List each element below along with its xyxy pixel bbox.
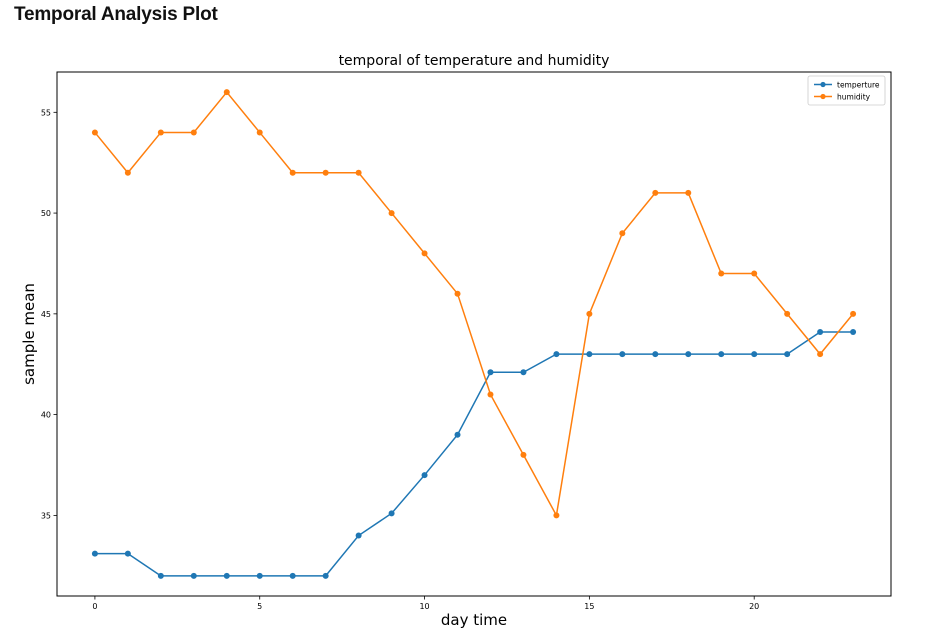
humidity-data-point [421,250,428,257]
plot-area-frame [56,71,892,597]
legend-label-temperture: temperture [837,80,880,89]
temperture-data-point [817,328,824,335]
x-tick-label: 0 [92,602,97,611]
chart-title: temporal of temperature and humidity [339,53,610,69]
temperture-series-line [94,331,854,577]
series-layer [91,89,857,579]
humidity-data-point [817,351,824,358]
humidity-data-point [190,129,197,136]
humidity-data-point [322,169,329,176]
temperture-data-point [223,572,230,579]
humidity-data-point [289,169,296,176]
temperture-data-point [91,550,98,557]
humidity-data-point [487,391,494,398]
temperture-data-point [157,572,164,579]
page-title: Temporal Analysis Plot [14,4,218,25]
temperture-data-point [190,572,197,579]
temperture-data-point [586,351,593,358]
x-axis-label: day time [441,611,507,629]
humidity-data-point [751,270,758,277]
temperture-data-point [850,328,857,335]
temperture-data-point [454,431,461,438]
legend-marker-temperture [820,81,826,88]
temperture-data-point [124,550,131,557]
y-axis-label: sample mean [20,283,38,385]
humidity-data-point [157,129,164,136]
temperture-data-point [718,351,725,358]
humidity-data-point [718,270,725,277]
y-tick-label: 50 [41,209,51,218]
humidity-data-point [553,512,560,519]
legend-box [807,75,886,106]
y-tick-label: 35 [41,511,51,520]
temperture-data-point [388,510,395,517]
y-tick-label: 45 [41,310,51,319]
humidity-data-point [652,189,659,196]
temperture-data-point [751,351,758,358]
temperture-data-point [553,351,560,358]
humidity-data-point [586,310,593,317]
temperture-data-point [355,532,362,539]
y-tick-label: 55 [41,108,51,117]
humidity-data-point [388,210,395,217]
x-tick-label: 15 [584,602,594,611]
temperture-data-point [322,572,329,579]
humidity-data-point [91,129,98,136]
humidity-data-point [454,290,461,297]
legend-label-humidity: humidity [837,92,871,101]
temperture-data-point [289,572,296,579]
humidity-data-point [784,310,791,317]
y-axis-ticks: 35 40 45 50 55 [41,108,57,520]
temperture-data-point [421,472,428,479]
x-tick-label: 10 [419,602,429,611]
humidity-data-point [619,230,626,237]
humidity-data-point [223,89,230,96]
temperture-data-point [652,351,659,358]
humidity-data-point [520,451,527,458]
temperture-data-point [256,572,263,579]
x-tick-label: 20 [749,602,759,611]
temperture-data-point [619,351,626,358]
humidity-data-point [355,169,362,176]
y-tick-label: 40 [41,411,51,420]
humidity-data-point [256,129,263,136]
humidity-data-point [850,310,857,317]
legend-marker-humidity [820,93,826,100]
humidity-data-point [685,189,692,196]
humidity-data-point [124,169,131,176]
temperture-data-point [487,369,494,376]
legend: temperture humidity [807,75,886,106]
temperture-data-point [784,351,791,358]
humidity-series-line [94,90,854,518]
temperture-data-point [520,369,527,376]
x-tick-label: 5 [257,602,262,611]
x-axis-ticks: 0 5 10 15 20 [92,596,759,611]
temperture-data-point [685,351,692,358]
